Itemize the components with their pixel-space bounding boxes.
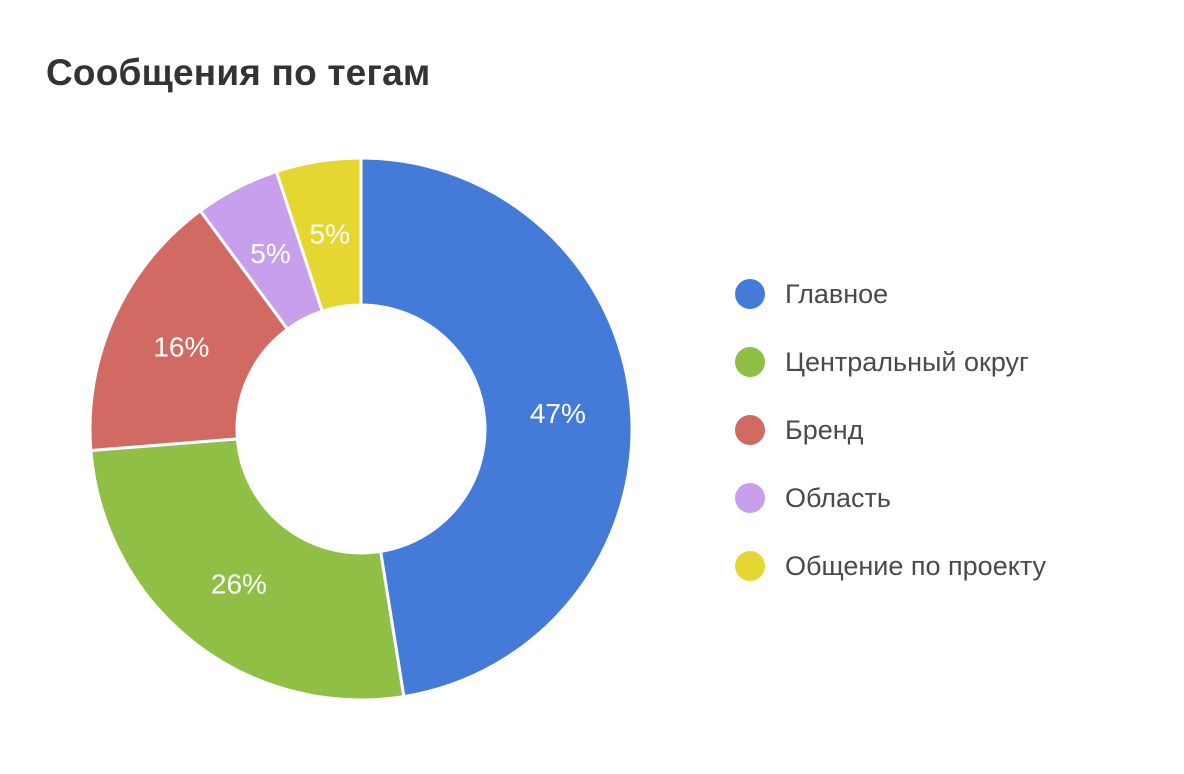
legend-color-dot [735, 279, 765, 309]
slice-label-4: 5% [250, 238, 290, 269]
slice-label-2: 26% [211, 569, 267, 600]
legend-item-1[interactable]: Главное [735, 276, 1046, 312]
legend-color-dot [735, 347, 765, 377]
legend-item-3[interactable]: Бренд [735, 412, 1046, 448]
legend-item-5[interactable]: Общение по проекту [735, 548, 1046, 584]
legend-color-dot [735, 483, 765, 513]
donut-slice-3[interactable] [88, 208, 290, 453]
legend-label: Общение по проекту [785, 550, 1046, 581]
legend-label: Центральный округ [785, 346, 1029, 377]
legend-item-4[interactable]: Область [735, 480, 1046, 516]
slice-label-3: 16% [153, 331, 209, 362]
slice-label-5: 5% [310, 218, 350, 249]
chart-legend: Главное Центральный округ Бренд Область Обще… [735, 276, 1046, 616]
legend-item-2[interactable]: Центральный округ [735, 344, 1046, 380]
legend-color-dot [735, 415, 765, 445]
legend-label: Бренд [785, 414, 864, 445]
legend-color-dot [735, 551, 765, 581]
donut-slice-5[interactable] [274, 156, 363, 314]
legend-label: Главное [785, 278, 889, 309]
chart-title: Сообщения по тегам [46, 52, 431, 93]
donut-slice-1[interactable] [359, 156, 634, 699]
donut-chart: 47% 26% 16% 5% 5% [88, 156, 634, 702]
donut-slice-2[interactable] [89, 437, 406, 702]
legend-label: Область [785, 482, 891, 513]
slice-label-1: 47% [530, 398, 586, 429]
